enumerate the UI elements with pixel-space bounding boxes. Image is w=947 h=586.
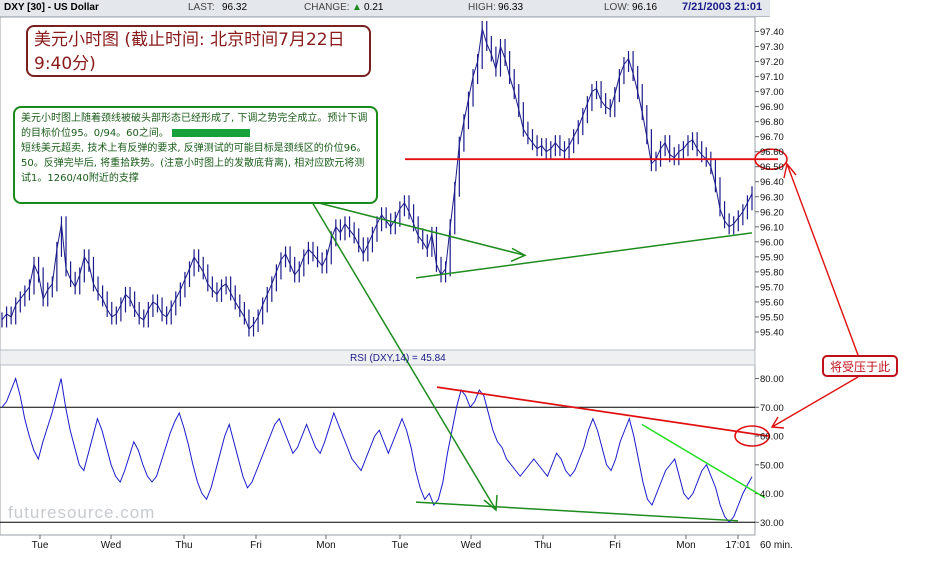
x-label: 17:01 (725, 540, 750, 551)
price-y-label: 95.40 (760, 327, 784, 338)
x-label: Tue (392, 540, 409, 551)
x-label: Thu (534, 540, 551, 551)
price-y-label: 96.70 (760, 132, 784, 143)
x-label: Mon (676, 540, 695, 551)
price-close-line (1, 28, 753, 330)
high-value: 96.33 (498, 2, 524, 13)
date-stamp: 7/21/2003 21:01 (682, 1, 763, 13)
price-y-label: 96.90 (760, 102, 784, 113)
callout-pointer-price (786, 163, 859, 356)
symbol-label: DXY [30] - US Dollar (4, 2, 99, 13)
x-label: Wed (101, 540, 121, 551)
rsi-y-label: 40.00 (760, 489, 784, 500)
price-y-label: 96.80 (760, 117, 784, 128)
price-y-label: 97.10 (760, 72, 784, 83)
rsi-y-label: 50.00 (760, 460, 784, 471)
price-y-label: 97.30 (760, 42, 784, 53)
x-label: Thu (175, 540, 192, 551)
price-y-label: 96.50 (760, 162, 784, 173)
analysis-text-1: 美元小时图上随着颈线被破头部形态已经形成了, 下调之势完全成立。预计下调的目标价… (21, 113, 368, 139)
rsi-y-label: 70.00 (760, 403, 784, 414)
rsi-line (1, 376, 753, 524)
price-y-label: 96.30 (760, 192, 784, 203)
rsi-lime-trendline (641, 423, 766, 499)
price-y-label: 96.10 (760, 222, 784, 233)
analysis-comment-box: 美元小时图上随着颈线被破头部形态已经形成了, 下调之势完全成立。预计下调的目标价… (13, 106, 378, 204)
rsi-support-trendline (415, 501, 739, 522)
price-y-label: 95.60 (760, 297, 784, 308)
price-y-label: 96.00 (760, 237, 784, 248)
callout-arrow-head-rsi-icon (770, 416, 785, 429)
price-y-label: 95.50 (760, 312, 784, 323)
analysis-paragraph-2: 短线美元超卖, 技术上有反弹的要求, 反弹测试的可能目标是颈线区的价位96。50… (21, 143, 367, 184)
price-y-label: 95.90 (760, 252, 784, 263)
x-label: Fri (609, 540, 621, 551)
last-label: LAST: (188, 2, 215, 13)
resistance-callout: 将受压于此 (822, 355, 898, 377)
price-y-label: 97.40 (760, 27, 784, 38)
price-arrow-head-icon (510, 247, 527, 263)
change-up-icon: ▲ (352, 2, 362, 13)
resistance-circle-rsi (734, 425, 770, 447)
price-y-label: 97.00 (760, 87, 784, 98)
divergence-arrow-head-icon (483, 494, 498, 512)
resistance-circle-price (754, 148, 788, 171)
watermark: futuresource.com (8, 503, 156, 522)
analysis-paragraph-1: 美元小时图上随着颈线被破头部形态已经形成了, 下调之势完全成立。预计下调的目标价… (21, 111, 370, 141)
highlight-mark (172, 129, 251, 137)
price-y-label: 95.70 (760, 282, 784, 293)
callout-pointer-rsi (771, 376, 859, 428)
chart-title-annotation: 美元小时图 (截止时间: 北京时间7月22日9:40分) (26, 25, 371, 77)
change-value: 0.21 (364, 2, 384, 13)
high-label: HIGH: (468, 2, 496, 13)
rsi-title-bar (0, 349, 756, 366)
price-arrow-line (311, 200, 526, 257)
x-label: Fri (250, 540, 262, 551)
price-support-trendline (415, 232, 753, 279)
rsi-title: RSI (DXY,14) = 45.84 (350, 353, 446, 364)
interval-label: 60 min. (760, 540, 793, 551)
rsi-y-label: 30.00 (760, 518, 784, 529)
x-label: Mon (316, 540, 335, 551)
price-y-label: 96.60 (760, 147, 784, 158)
callout-arrow-head-icon (783, 162, 797, 179)
rsi-y-label: 80.00 (760, 374, 784, 385)
price-y-label: 96.20 (760, 207, 784, 218)
change-label: CHANGE: (304, 2, 350, 13)
x-label: Wed (461, 540, 481, 551)
divergence-arrow-line (311, 201, 497, 511)
rsi-resistance-trendline (436, 386, 769, 437)
low-label: LOW: (604, 2, 630, 13)
price-y-label: 95.80 (760, 267, 784, 278)
x-label: Tue (32, 540, 49, 551)
quote-header: DXY [30] - US Dollar LAST: 96.32 CHANGE:… (0, 0, 770, 17)
low-value: 96.16 (632, 2, 658, 13)
last-value: 96.32 (222, 2, 248, 13)
rsi-y-label: 60.00 (760, 432, 784, 443)
price-y-label: 96.40 (760, 177, 784, 188)
price-y-label: 97.20 (760, 57, 784, 68)
